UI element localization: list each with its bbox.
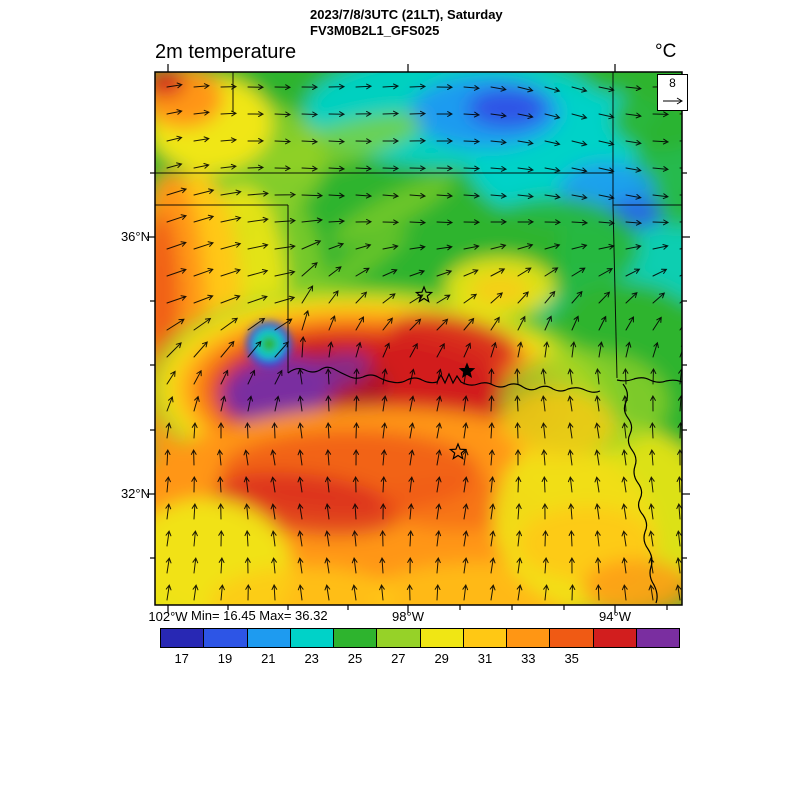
model-run-title: FV3M0B2L1_GFS025 (310, 23, 440, 38)
colorbar-segment-5 (377, 629, 421, 647)
station-star-river (458, 362, 476, 379)
colorbar-segment-2 (247, 629, 291, 647)
wind-vector-arrows (164, 82, 682, 601)
min-max-stats: Min= 16.45 Max= 36.32 (191, 608, 328, 623)
colorbar-segment-8 (507, 629, 551, 647)
colorbar-tick-label: 21 (261, 651, 276, 666)
valid-time-title: 2023/7/8/3UTC (21LT), Saturday (310, 7, 503, 22)
station-star-south (448, 442, 468, 460)
colorbar-segment-7 (463, 629, 507, 647)
colorbar-tick-label: 27 (391, 651, 406, 666)
colorbar-segment-6 (420, 629, 464, 647)
temperature-colorbar (160, 628, 680, 648)
cool-spot-detail (246, 321, 292, 367)
colorbar-tick-label: 17 (174, 651, 189, 666)
lon-tick-label-98w: 98°W (392, 609, 424, 624)
colorbar-tick-labels: 17 19 21 23 25 27 29 31 33 35 (160, 651, 680, 667)
red-river (287, 366, 601, 393)
colorbar-segment-4 (334, 629, 378, 647)
colorbar-segment-0 (161, 629, 205, 647)
colorbar-segment-10 (593, 629, 637, 647)
wind-reference-value: 8 (669, 76, 676, 90)
colorbar-tick-label: 23 (304, 651, 319, 666)
lat-tick-label-36n: 36°N (120, 229, 150, 244)
colorbar-segment-3 (290, 629, 334, 647)
axis-ticks (147, 64, 690, 613)
colorbar-segment-9 (550, 629, 594, 647)
colorbar-tick-label: 29 (434, 651, 449, 666)
colorbar-tick-label: 19 (217, 651, 233, 666)
colorbar-tick-label: 25 (347, 651, 363, 666)
station-markers (414, 285, 476, 460)
lat-tick-label-32n: 32°N (120, 486, 150, 501)
colorbar-tick-label: 31 (477, 651, 493, 666)
variable-title: 2m temperature (155, 41, 297, 63)
map-frame (154, 71, 683, 606)
colorbar-segment-1 (204, 629, 248, 647)
colorbar-tick-label: 35 (564, 651, 579, 666)
red-river-east (616, 377, 682, 383)
station-star-north (414, 285, 434, 303)
colorbar-tick-label: 33 (521, 651, 536, 666)
lon-tick-label-94w: 94°W (599, 609, 631, 624)
wind-reference-arrow-icon (662, 97, 683, 105)
lon-tick-label-102w: 102°W (148, 609, 188, 624)
temperature-map-canvas (147, 64, 690, 613)
units-label: °C (655, 41, 677, 62)
colorbar-segment-11 (636, 629, 679, 647)
wind-reference-box: 8 (657, 74, 688, 111)
